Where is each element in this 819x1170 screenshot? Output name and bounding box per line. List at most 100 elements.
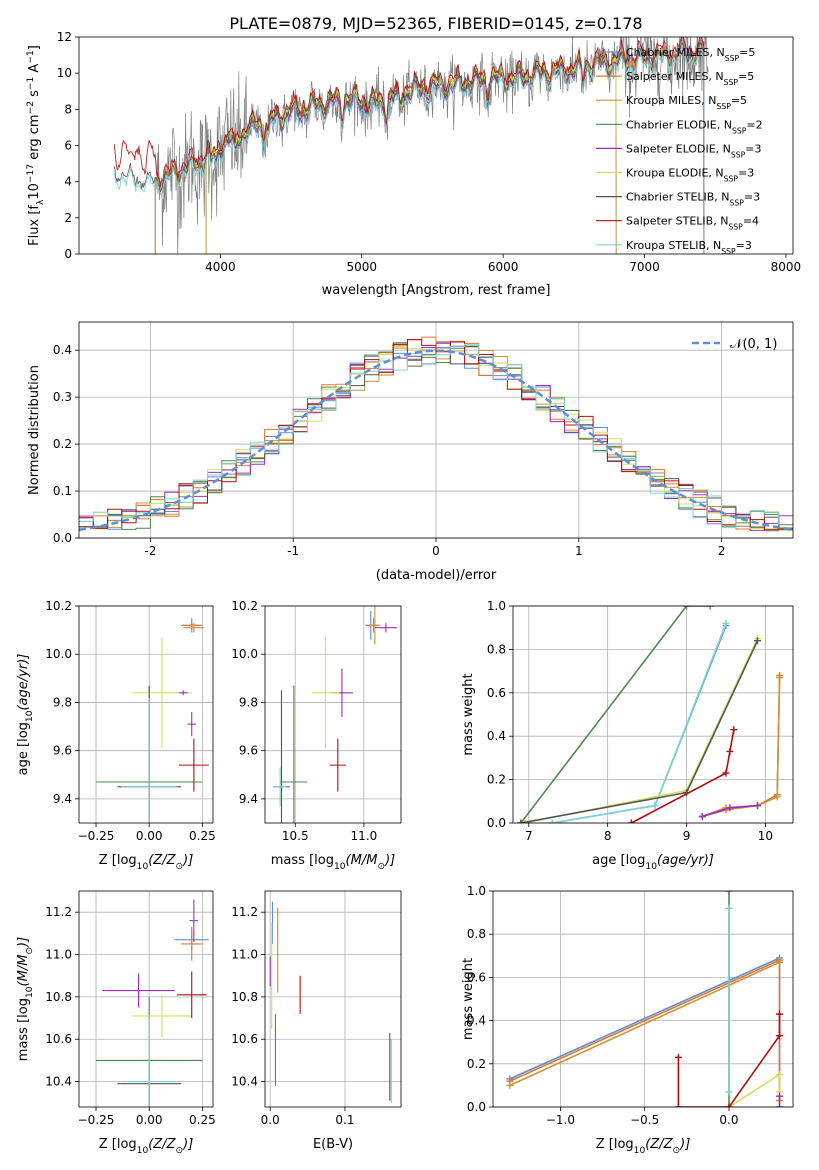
y-axis-label-part: −1	[26, 77, 36, 90]
axes-spectrum: 4000 5000 6000 7000 8000 0 2 4 6 8 10 12 wavelength …	[26, 30, 801, 298]
weight-marker	[776, 1032, 784, 1040]
axes-z_age: −0.25 0.00 0.259.49.69.810.010.2Z [log10(Z…	[16, 599, 216, 872]
x-tick-label: −1.0	[546, 1113, 575, 1127]
x-tick-label: -1	[287, 544, 299, 558]
x-axis-label-part: (Z/Z	[148, 853, 176, 868]
weight-marker	[754, 637, 762, 645]
weight-marker	[674, 1053, 682, 1061]
x-axis-label-part: 10	[334, 862, 346, 872]
grid-age_weight	[513, 605, 793, 824]
x-tick-label: 0.1	[335, 1113, 354, 1127]
y-tick-label: 0.2	[467, 1057, 486, 1071]
grid-z_age	[79, 605, 213, 823]
x-axis-label: mass [log10(M/M⊙)]	[271, 853, 395, 872]
error-point-kroupa_elodie	[132, 994, 192, 1038]
x-axis-label-part: (Z/Z	[645, 1137, 673, 1152]
axes-frame-z_age	[78, 605, 214, 824]
plot-area-mass_age	[273, 606, 397, 823]
model-spectrum-line-kroupa_stelib	[113, 44, 705, 254]
legend-label-part: Kroupa MILES, N	[626, 94, 716, 107]
axes-mass_age: 10.5 11.0 9.4 9.6 9.8 10.0 10.2 mass [log10(M/M…	[231, 599, 402, 872]
y-axis-label-part: Flux [f	[27, 205, 42, 246]
y-tick-label: 0.1	[53, 484, 72, 498]
x-axis-label-part: )]	[384, 853, 395, 868]
x-axis-label-part: (M/M	[346, 853, 378, 868]
x-axis-label-part: mass [log	[271, 853, 334, 868]
y-tick-label: 10.0	[45, 647, 72, 661]
weight-marker	[730, 726, 738, 734]
axes-frame-spectrum	[78, 36, 794, 255]
y-axis-label-part: (age/yr)]	[16, 654, 31, 711]
y-tick-label: 10.2	[45, 599, 72, 613]
ticks-age_weight: 7 8 9 10 0.0 0.2 0.4 0.6 0.8 1.0	[487, 599, 773, 843]
x-tick-label: 10.5	[282, 829, 309, 843]
ticks-residuals: -2 -1 0 1 2 0.0 0.1 0.2 0.3 0.4	[53, 343, 726, 558]
weight-line-chabrier_miles	[552, 625, 727, 823]
x-axis-label-part: )]	[679, 1137, 690, 1152]
legend-label-part: Chabrier MILES, N	[626, 46, 725, 59]
y-tick-label: 10.0	[231, 647, 258, 661]
axes-frame-mass_age	[264, 605, 402, 824]
legend-label-part: SSP	[716, 102, 731, 111]
y-tick-label: 0.8	[467, 927, 486, 941]
error-point-kroupa_stelib	[121, 1018, 177, 1107]
legend-label-part: =5	[739, 46, 755, 59]
weight-marker	[722, 619, 730, 627]
ticks-z_mass: −0.25 0.00 0.25 10.4 10.6 10.8 11.0 11.2	[45, 905, 215, 1127]
y-tick-label: 4	[64, 175, 72, 189]
y-tick-label: 0.0	[53, 531, 72, 545]
x-tick-label: 2	[718, 544, 726, 558]
histogram-step-kroupa_stelib	[79, 343, 793, 529]
x-axis-label-part: Z [log	[596, 1137, 634, 1152]
x-axis-label-part: 10	[137, 1146, 149, 1156]
x-axis-label-part: 10	[137, 862, 149, 872]
y-tick-label: 0	[64, 247, 72, 261]
x-tick-label: 4000	[205, 260, 236, 274]
legend-label: Chabrier STELIB, NSSP=3	[626, 191, 760, 208]
weight-marker	[754, 802, 762, 810]
legend-label-part: SSP	[730, 198, 745, 207]
y-tick-label: 0.2	[53, 437, 72, 451]
legend-label-part: =2	[746, 118, 762, 131]
y-tick-label: 0.0	[487, 816, 506, 830]
y-tick-label: 10.4	[231, 1075, 258, 1089]
x-axis-label-part: Z [log	[99, 853, 137, 868]
error-point-kroupa_miles	[183, 622, 205, 633]
x-tick-label: 0.00	[136, 829, 163, 843]
legend-label-part: SSP	[725, 54, 740, 63]
error-point-salpeter_elodie	[189, 899, 199, 942]
x-axis-label: Z [log10(Z/Z⊙)]	[596, 1137, 691, 1156]
y-tick-label: 0.2	[487, 773, 506, 787]
legend-label: Chabrier ELODIE, NSSP=2	[626, 118, 763, 135]
weight-marker	[698, 812, 706, 820]
x-tick-label: 0.0	[719, 1113, 738, 1127]
y-tick-label: 10.4	[45, 1075, 72, 1089]
ticks-z_age: −0.25 0.00 0.25 9.4 9.6 9.8 10.0 10.2	[45, 599, 215, 843]
y-tick-label: 0.6	[487, 686, 506, 700]
y-axis-label: mass [log10(M/M⊙)]	[16, 937, 35, 1061]
weight-marker	[506, 1081, 514, 1089]
x-axis-label-part: ⊙	[673, 1146, 681, 1156]
legend-label-part: SSP	[728, 222, 743, 231]
grid-mass_age	[265, 605, 401, 823]
y-tick-label: 0.4	[487, 729, 506, 743]
x-axis-label-part: ⊙	[377, 862, 385, 872]
histogram-step-chabrier_elodie	[79, 342, 793, 530]
legend-label-part: SSP	[724, 174, 739, 183]
y-tick-label: 10.6	[231, 1032, 258, 1046]
weight-line-salpeter_stelib	[677, 1014, 781, 1107]
y-axis-label-part: erg cm	[27, 114, 42, 163]
y-tick-label: 0.8	[487, 642, 506, 656]
x-tick-label: −0.25	[78, 1113, 115, 1127]
weight-marker	[725, 891, 733, 895]
histogram-step-salpeter_miles	[79, 336, 793, 531]
legend-label-part: =3	[738, 167, 754, 180]
y-axis-label-part: 10	[27, 183, 42, 200]
y-tick-label: 11.2	[231, 905, 258, 919]
y-tick-label: 10	[57, 66, 72, 80]
x-tick-label: 6000	[488, 260, 519, 274]
plot-area-z_weight	[506, 891, 784, 1107]
grid-z_mass	[79, 891, 213, 1107]
y-tick-label: 1.0	[487, 599, 506, 613]
